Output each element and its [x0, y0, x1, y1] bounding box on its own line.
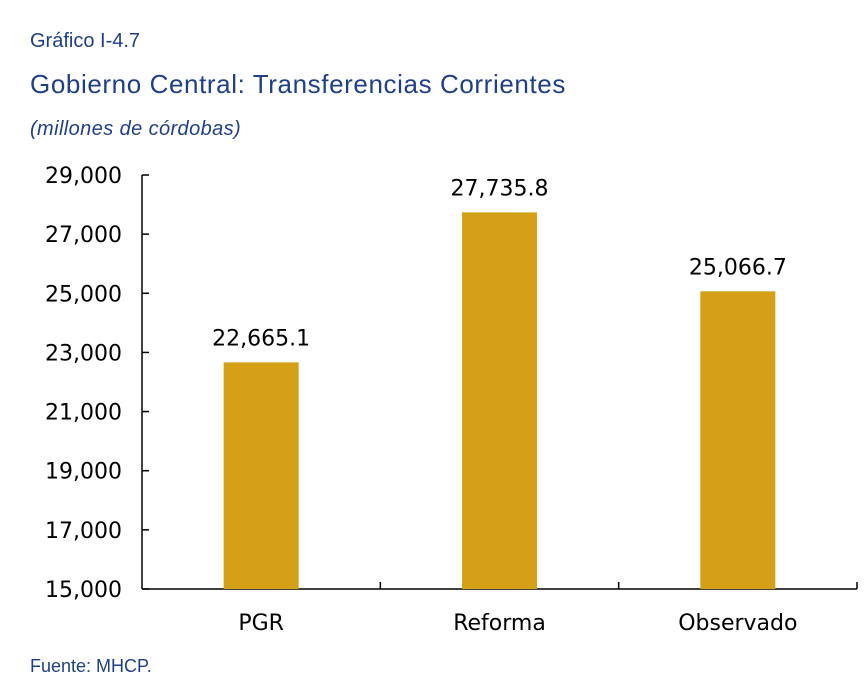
- x-category-label: Observado: [678, 611, 797, 636]
- x-category-label: PGR: [238, 611, 284, 636]
- x-category-label: Reforma: [453, 611, 546, 636]
- chart-subtitle: (millones de córdobas): [30, 118, 242, 140]
- x-axis-ticks: [379, 582, 858, 589]
- figure-label: Gráfico I-4.7: [30, 30, 141, 52]
- y-tick-label: 27,000: [45, 223, 122, 248]
- data-labels: 22,665.1 27,735.8 25,066.7: [212, 176, 787, 351]
- bar-reforma: [462, 212, 537, 589]
- source-note: Fuente: MHCP.: [30, 656, 152, 676]
- data-label: 27,735.8: [451, 176, 549, 201]
- y-tick-label: 23,000: [45, 341, 122, 366]
- y-tick-label: 29,000: [45, 164, 122, 189]
- bar-observado: [700, 291, 776, 589]
- y-tick-label: 21,000: [45, 401, 122, 426]
- bars: [223, 212, 776, 589]
- category-labels: PGR Reforma Observado: [238, 611, 797, 636]
- y-tick-label: 17,000: [45, 519, 122, 544]
- y-tick-label: 25,000: [45, 282, 122, 307]
- y-tick-label: 15,000: [45, 578, 122, 603]
- bar-pgr: [223, 362, 299, 589]
- y-axis-ticks: 15,000 17,000 19,000 21,000 23,000 25,000 27,0…: [45, 164, 149, 603]
- chart-title: Gobierno Central: Transferencias Corrien…: [30, 69, 566, 99]
- data-label: 22,665.1: [212, 326, 310, 351]
- y-tick-label: 19,000: [45, 460, 122, 485]
- data-label: 25,066.7: [689, 255, 787, 280]
